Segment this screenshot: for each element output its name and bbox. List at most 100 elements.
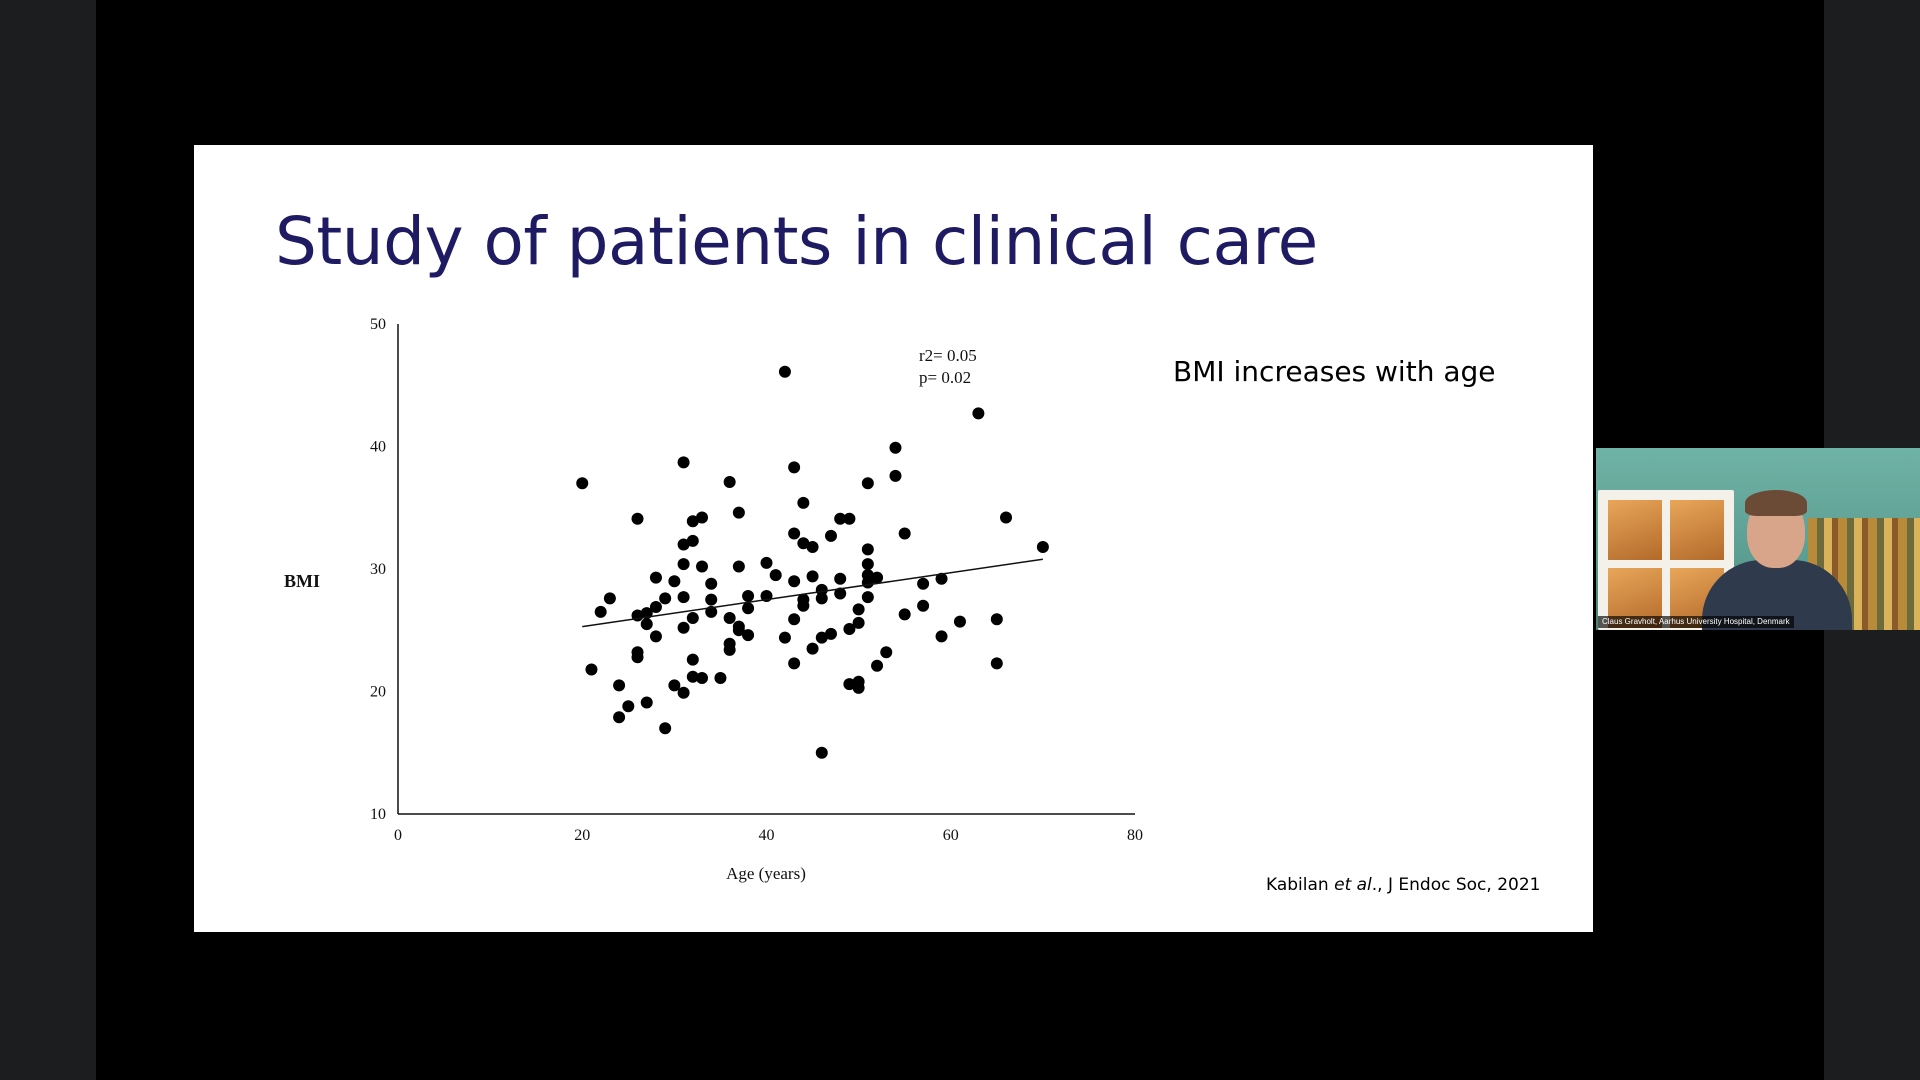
y-tick-label: 20: [370, 684, 386, 701]
scatter-point: [880, 646, 893, 659]
presentation-slide: Study of patients in clinical care 0 20 40…: [194, 145, 1593, 932]
scatter-point: [824, 529, 837, 542]
scatter-point: [861, 558, 874, 571]
scatter-point: [824, 627, 837, 640]
shared-screen-stage: Study of patients in clinical care 0 20 40…: [96, 0, 1920, 1080]
scatter-point: [990, 613, 1003, 626]
scatter-point: [852, 603, 865, 616]
scatter-point: [871, 571, 884, 584]
scatter-point: [797, 496, 810, 509]
scatter-point: [742, 629, 755, 642]
chart-annotation-r2: r2= 0.05: [919, 346, 977, 365]
y-tick-label: 10: [370, 806, 386, 823]
scatter-point: [686, 670, 699, 683]
scatter-point: [861, 543, 874, 556]
scatter-point: [815, 631, 828, 644]
scatter-point: [861, 477, 874, 490]
scatter-point: [696, 560, 709, 573]
scatter-point: [1000, 511, 1013, 524]
scatter-point: [871, 659, 884, 672]
scatter-point: [613, 679, 626, 692]
scatter-point: [594, 605, 607, 618]
scatter-point: [696, 672, 709, 685]
scatter-point: [714, 672, 727, 685]
citation-etal: et al: [1334, 875, 1372, 895]
y-tick-label: 50: [370, 316, 386, 333]
scatter-point: [935, 630, 948, 643]
scatter-point: [613, 711, 626, 724]
scatter-point: [603, 592, 616, 605]
scatter-point: [742, 602, 755, 615]
scatter-point: [861, 591, 874, 604]
scatter-point: [917, 599, 930, 612]
citation-author: Kabilan: [1266, 875, 1335, 895]
x-tick-label: 80: [1127, 827, 1143, 844]
chart-trendline: [582, 558, 1043, 628]
scatter-point: [788, 657, 801, 670]
scatter-point: [806, 540, 819, 553]
slide-note: BMI increases with age: [1173, 355, 1496, 388]
scatter-point: [686, 612, 699, 624]
scatter-point: [732, 506, 745, 519]
scatter-point: [668, 679, 681, 692]
scatter-point: [677, 558, 690, 571]
scatter-point: [640, 696, 653, 709]
scatter-point: [778, 631, 791, 644]
scatter-point: [576, 477, 589, 490]
scatter-point: [990, 657, 1003, 670]
scatter-point: [732, 560, 745, 573]
scatter-point: [686, 653, 699, 666]
scatter-point: [917, 577, 930, 590]
scatter-point: [806, 642, 819, 655]
scatter-point: [852, 616, 865, 629]
left-side-panel: [0, 0, 96, 1080]
scatter-point: [686, 534, 699, 547]
scatter-point: [834, 572, 847, 585]
y-tick-label: 30: [370, 561, 386, 578]
scatter-point: [696, 511, 709, 524]
scatter-point: [585, 663, 598, 676]
scatter-point: [760, 556, 773, 569]
scatter-point: [723, 612, 736, 624]
scatter-point: [686, 515, 699, 528]
x-tick-label: 20: [574, 827, 590, 844]
participant-video-tile[interactable]: Claus Gravholt, Aarhus University Hospit…: [1596, 448, 1920, 630]
citation-rest: ., J Endoc Soc, 2021: [1371, 875, 1541, 895]
scatter-point: [778, 365, 791, 378]
scatter-point: [815, 746, 828, 759]
scatter-point: [659, 592, 672, 605]
scatter-point: [640, 618, 653, 631]
scatter-point: [788, 527, 801, 540]
speaker-hair: [1745, 490, 1807, 516]
slide-title: Study of patients in clinical care: [275, 203, 1318, 280]
chart-points: [576, 365, 1049, 759]
scatter-point: [649, 600, 662, 613]
scatter-point: [622, 700, 635, 713]
scatter-point: [972, 407, 985, 420]
chart-tick-labels: 0 20 40 60 80 10 20 30 40 50: [370, 316, 1143, 844]
scatter-point: [797, 599, 810, 612]
y-axis-label: BMI: [284, 571, 320, 591]
bmi-age-scatter-chart: 0 20 40 60 80 10 20 30 40 50 Age (years) BMI r2= …: [284, 316, 1143, 883]
scatter-point: [677, 686, 690, 699]
x-axis-label: Age (years): [726, 864, 806, 883]
scatter-point: [677, 591, 690, 604]
scatter-point: [1036, 540, 1049, 553]
scatter-point: [806, 570, 819, 583]
scatter-point: [769, 569, 782, 582]
scatter-point: [723, 643, 736, 656]
scatter-point: [797, 537, 810, 550]
scatter-point: [834, 512, 847, 525]
x-tick-label: 60: [943, 827, 959, 844]
scatter-point: [659, 722, 672, 735]
chart-axes: [397, 324, 1135, 815]
scatter-point: [631, 646, 644, 659]
scatter-point: [898, 527, 911, 540]
x-tick-label: 0: [394, 827, 402, 844]
participant-name-label: Claus Gravholt, Aarhus University Hospit…: [1598, 616, 1794, 628]
scatter-point: [788, 461, 801, 474]
scatter-point: [834, 587, 847, 600]
y-tick-label: 40: [370, 439, 386, 456]
scatter-point: [723, 476, 736, 489]
scatter-point: [732, 624, 745, 637]
